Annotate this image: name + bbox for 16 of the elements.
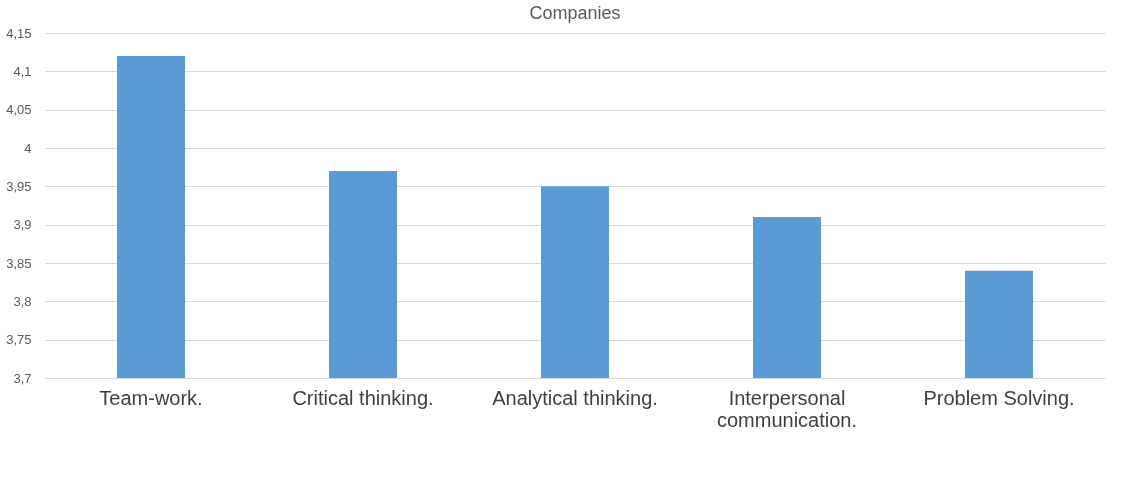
y-tick-label: 4 — [24, 140, 32, 156]
y-tick-label: 3,7 — [13, 370, 32, 386]
y-tick-label: 3,75 — [6, 332, 32, 348]
y-tick-label: 3,85 — [6, 255, 32, 271]
x-tick-label: Problem Solving. — [923, 386, 1075, 409]
y-tick-label: 4,15 — [6, 25, 32, 41]
y-tick-label: 3,9 — [13, 217, 32, 233]
y-tick-label: 4,05 — [6, 102, 32, 118]
x-tick-label: Critical thinking. — [292, 386, 434, 409]
y-tick-label: 4,1 — [13, 63, 32, 79]
x-tick-label: Team-work. — [99, 386, 203, 409]
x-tick-label: Analytical thinking. — [492, 386, 658, 409]
x-tick-label: Interpersonal communication. — [716, 386, 858, 431]
chart-title: Companies — [529, 3, 621, 23]
y-tick-label: 3,95 — [6, 178, 32, 194]
y-tick-label: 3,8 — [13, 293, 32, 309]
